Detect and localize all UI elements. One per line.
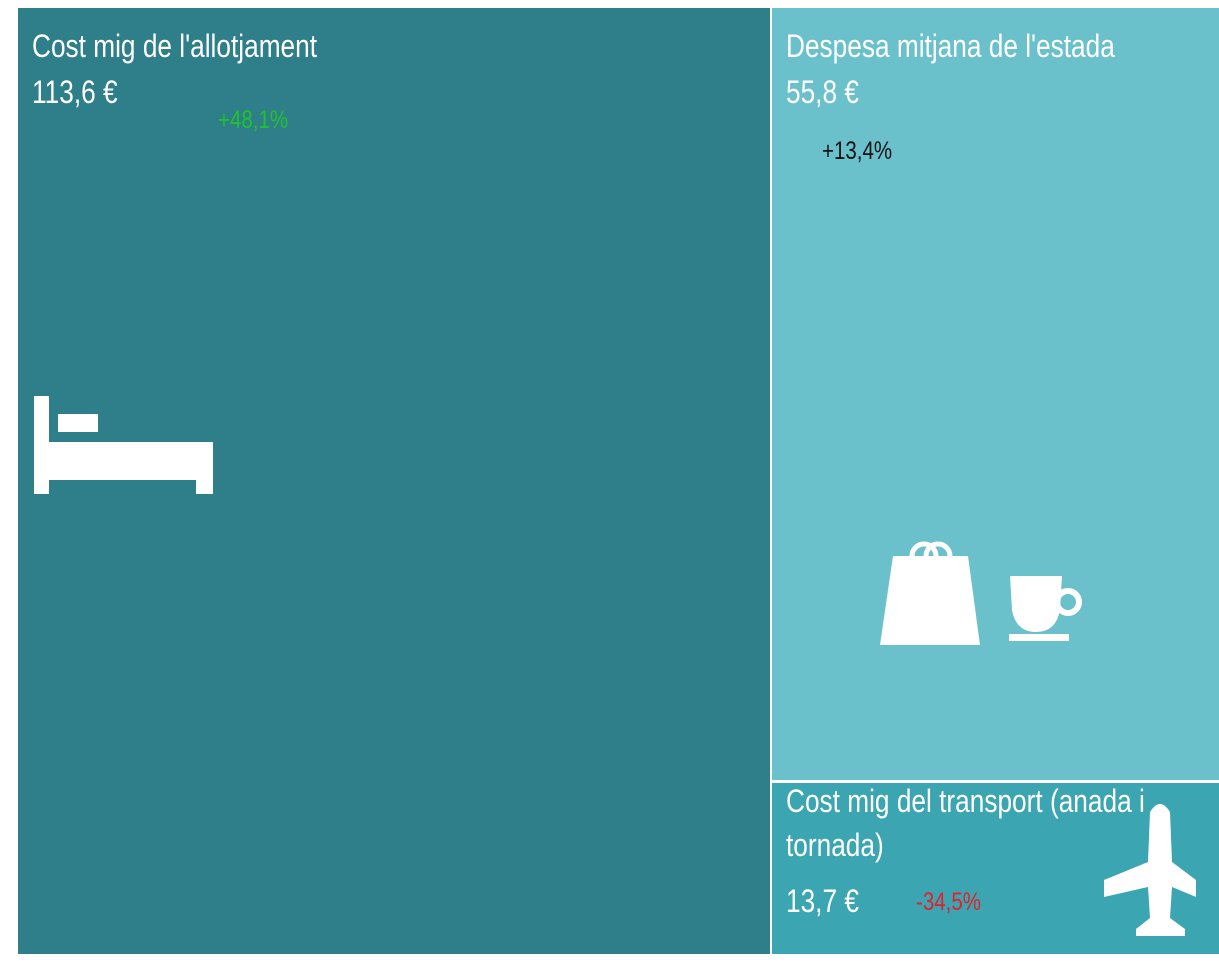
tile-accommodation: Cost mig de l'allotjament 113,6 € +48,1% xyxy=(18,8,770,954)
tile-label: Cost mig de l'allotjament xyxy=(32,28,318,64)
bag-icon xyxy=(880,541,980,645)
tile-change: -34,5% xyxy=(916,888,981,916)
tile-change: +13,4% xyxy=(822,137,893,165)
tile-change: +48,1% xyxy=(218,106,289,134)
tile-label: Despesa mitjana de l'estada xyxy=(786,28,1115,64)
tile-value: 113,6 € xyxy=(32,74,118,110)
tile-label: Cost mig del transport (anada i tornada) xyxy=(786,783,1145,863)
plane-icon xyxy=(1104,804,1196,936)
cup-icon xyxy=(1009,576,1082,641)
tile-stay: Despesa mitjana de l'estada 55,8 € +13,4… xyxy=(772,8,1219,780)
tile-value: 13,7 € xyxy=(786,883,859,919)
bed-icon xyxy=(34,396,213,494)
tile-value: 55,8 € xyxy=(786,74,859,110)
